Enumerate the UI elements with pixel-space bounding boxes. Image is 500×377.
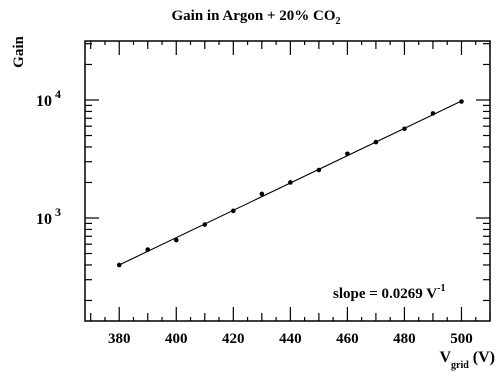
data-point — [345, 151, 350, 157]
data-point — [231, 208, 236, 214]
data-point — [430, 111, 436, 116]
data-point — [402, 126, 407, 132]
x-tick-label: 380 — [108, 331, 131, 347]
x-tick-label: 420 — [222, 331, 245, 347]
y-tick-label-base: 10 — [36, 93, 52, 110]
x-tick-label: 500 — [450, 331, 473, 347]
chart-title-main: Gain in Argon + 20% CO — [172, 8, 336, 24]
x-axis-label-sub: grid — [451, 360, 469, 371]
y-axis-ticks — [85, 43, 490, 302]
data-point — [202, 222, 208, 227]
y-axis-label: Gain — [11, 36, 27, 68]
x-axis-label-unit: (V) — [473, 349, 495, 366]
slope-annotation-sup: -1 — [437, 283, 445, 294]
data-point — [373, 139, 379, 145]
data-point — [116, 262, 122, 268]
data-point — [259, 191, 265, 197]
slope-annotation: slope = 0.0269 V-1 — [333, 283, 445, 302]
y-tick-label-exp: 4 — [55, 87, 61, 101]
data-point — [288, 180, 293, 185]
x-tick-label: 480 — [393, 331, 416, 347]
y-tick-label-exp: 3 — [55, 205, 61, 219]
x-tick-label: 460 — [336, 331, 359, 347]
chart-title-sub: 2 — [336, 16, 341, 27]
data-points — [116, 99, 464, 268]
x-tick-label: 440 — [279, 331, 302, 347]
chart-title: Gain in Argon + 20% CO2 — [172, 8, 341, 27]
x-tick-label: 400 — [165, 331, 188, 347]
slope-annotation-main: slope = 0.0269 V — [333, 286, 437, 302]
data-point — [173, 237, 179, 243]
data-point — [459, 99, 464, 104]
x-axis-label-main: V — [439, 349, 451, 366]
x-axis-tick-labels: 380 400 420 440 460 480 500 — [108, 331, 473, 347]
y-tick-label-base: 10 — [36, 211, 52, 228]
x-axis-ticks — [90, 41, 491, 321]
data-point — [145, 247, 151, 252]
y-tick-label: 10 4 — [36, 87, 61, 110]
plot-frame — [84, 40, 491, 322]
y-tick-label: 10 3 — [36, 205, 61, 228]
x-axis-label: Vgrid (V) — [439, 349, 495, 371]
data-point — [316, 167, 322, 173]
